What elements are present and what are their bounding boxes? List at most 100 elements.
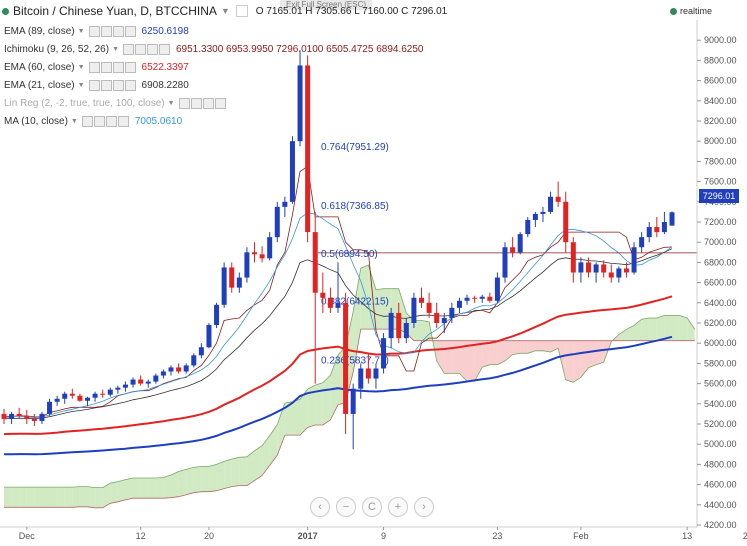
chevron-down-icon[interactable]: ▼ [77, 63, 85, 71]
ichimoku-cloud-segment [117, 479, 126, 502]
ichimoku-cloud-segment [687, 317, 695, 341]
eye-icon[interactable] [88, 61, 100, 73]
eye-icon[interactable] [178, 97, 190, 109]
zoom-in-button[interactable]: + [388, 497, 408, 517]
y-tick-label: 6200.00 [704, 318, 737, 328]
close-icon[interactable] [159, 43, 170, 55]
scroll-forward-button[interactable]: › [414, 497, 434, 517]
candle-body [548, 196, 554, 212]
candle-body [502, 247, 508, 278]
add-icon[interactable] [147, 43, 158, 55]
close-icon[interactable] [124, 79, 136, 91]
candle-body [449, 307, 455, 318]
close-icon[interactable] [214, 97, 226, 109]
candle-body [320, 292, 326, 298]
ichimoku-cloud-segment [64, 487, 73, 508]
x-tick-label: 23 [492, 531, 502, 541]
candle-body [122, 384, 128, 388]
ichimoku-cloud-segment [208, 464, 217, 492]
ichimoku-cloud-segment [72, 486, 80, 508]
indicator-row[interactable]: Lin Reg (2, -2, true, true, 100, close) ▼ [0, 94, 447, 112]
ichimoku-cloud-segment [641, 317, 650, 341]
settings-icon[interactable] [100, 61, 112, 73]
settings-icon[interactable] [135, 43, 146, 55]
fib-level-label: 0.618(7366.85) [321, 201, 389, 212]
close-icon[interactable] [117, 115, 129, 127]
indicator-row[interactable]: EMA (21, close) ▼ 6908.2280 [0, 76, 447, 94]
indicator-name[interactable]: EMA (60, close) [4, 61, 75, 73]
eye-icon[interactable] [123, 43, 134, 55]
exit-fullscreen-hint[interactable]: Exit Full Screen (ESC) [280, 0, 373, 10]
indicator-controls [88, 25, 136, 37]
eye-icon[interactable] [88, 79, 100, 91]
close-icon[interactable] [124, 25, 136, 37]
status-dot-icon [2, 7, 9, 15]
candle-body [289, 141, 295, 202]
candle-body [464, 297, 470, 301]
x-tick-label: 2017 [298, 531, 318, 541]
settings-icon[interactable] [100, 25, 112, 37]
indicator-name[interactable]: Ichimoku (9, 26, 52, 26) [4, 43, 110, 55]
add-icon[interactable] [112, 25, 124, 37]
ichimoku-cloud-segment [292, 399, 301, 436]
zoom-out-button[interactable]: − [336, 497, 356, 517]
add-icon[interactable] [112, 61, 124, 73]
ichimoku-cloud-segment [87, 486, 96, 508]
eye-icon[interactable] [88, 25, 100, 37]
candle-body [654, 227, 660, 233]
candle-body [373, 368, 379, 379]
chevron-down-icon[interactable]: ▼ [77, 81, 85, 89]
close-icon[interactable] [124, 61, 136, 73]
candle-body [593, 264, 599, 273]
y-tick-label: 7800.00 [704, 156, 737, 166]
chevron-down-icon[interactable]: ▼ [70, 117, 78, 125]
ichimoku-cloud-segment [634, 319, 642, 341]
ichimoku-cloud-segment [224, 459, 232, 489]
indicator-row[interactable]: EMA (89, close) ▼ 6250.6198 [0, 22, 447, 40]
indicator-name[interactable]: Lin Reg (2, -2, true, true, 100, close) [4, 97, 165, 109]
ichimoku-cloud-segment [49, 487, 58, 508]
indicator-name[interactable]: MA (10, close) [4, 115, 68, 127]
ichimoku-base-line [4, 165, 673, 418]
eye-icon[interactable] [81, 115, 93, 127]
candle-body [282, 201, 288, 207]
compare-button[interactable] [235, 5, 248, 17]
candle-body [77, 395, 83, 401]
add-icon[interactable] [112, 79, 124, 91]
settings-icon[interactable] [100, 79, 112, 91]
ichimoku-cloud-segment [444, 340, 452, 374]
chevron-down-icon[interactable]: ▼ [220, 6, 230, 16]
candle-body [259, 254, 265, 259]
indicator-row[interactable]: Ichimoku (9, 26, 52, 26) ▼ 6951.3300 6953.… [0, 40, 447, 58]
chevron-down-icon[interactable]: ▼ [112, 45, 119, 53]
candle-body [54, 398, 60, 402]
candle-body [517, 234, 523, 253]
y-tick-label: 7600.00 [704, 177, 737, 187]
indicator-name[interactable]: EMA (89, close) [4, 25, 75, 37]
ichimoku-cloud-segment [565, 340, 574, 383]
scroll-back-button[interactable]: ‹ [310, 497, 330, 517]
reset-chart-button[interactable]: C [362, 497, 382, 517]
ichimoku-cloud-segment [155, 477, 164, 499]
symbol-title[interactable]: Bitcoin / Chinese Yuan, D, BTCCHINA [13, 4, 217, 18]
settings-icon[interactable] [190, 97, 202, 109]
add-icon[interactable] [202, 97, 214, 109]
settings-icon[interactable] [93, 115, 105, 127]
ichimoku-cloud-segment [102, 483, 111, 508]
candle-body [274, 206, 280, 238]
indicator-values: 6908.2280 [141, 79, 189, 91]
indicator-name[interactable]: EMA (21, close) [4, 79, 75, 91]
ichimoku-cloud-segment [527, 340, 536, 354]
candle-body [586, 262, 591, 273]
chevron-down-icon[interactable]: ▼ [167, 99, 175, 107]
ichimoku-cloud-segment [193, 466, 202, 493]
candle-body [206, 325, 212, 348]
indicator-row[interactable]: EMA (60, close) ▼ 6522.3397 [0, 58, 447, 76]
indicator-row[interactable]: MA (10, close) ▼ 7005.0610 [0, 112, 447, 130]
add-icon[interactable] [105, 115, 117, 127]
chevron-down-icon[interactable]: ▼ [77, 27, 85, 35]
ichimoku-cloud-segment [246, 450, 255, 486]
candle-body [350, 388, 356, 414]
